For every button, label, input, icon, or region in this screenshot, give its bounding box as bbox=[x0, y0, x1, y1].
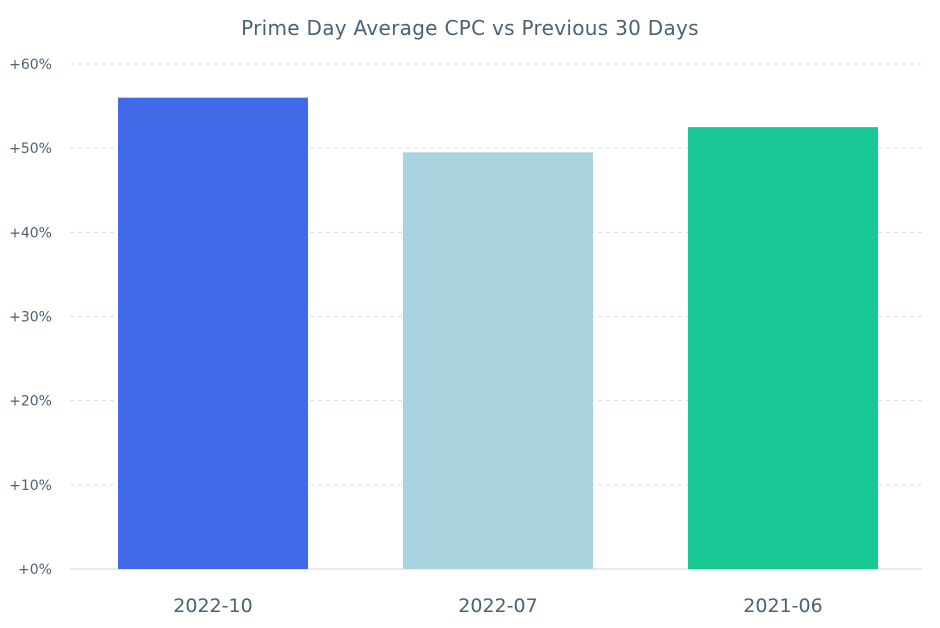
y-tick-label: +0% bbox=[18, 562, 52, 578]
y-tick-label: +40% bbox=[9, 225, 52, 241]
x-tick-label: 2022-07 bbox=[458, 595, 537, 617]
bars bbox=[118, 97, 878, 570]
y-axis-ticks: +0% +10% +20% +30% +40% +50% +60% bbox=[9, 57, 52, 578]
x-axis-ticks: 2022-10 2022-07 2021-06 bbox=[173, 595, 822, 617]
y-tick-label: +60% bbox=[9, 57, 52, 73]
y-tick-label: +30% bbox=[9, 310, 52, 326]
chart-title: Prime Day Average CPC vs Previous 30 Day… bbox=[241, 16, 699, 40]
bar-2022-07 bbox=[403, 152, 593, 569]
x-tick-label: 2021-06 bbox=[743, 595, 822, 617]
x-tick-label: 2022-10 bbox=[173, 595, 252, 617]
y-tick-label: +20% bbox=[9, 394, 52, 410]
y-tick-label: +50% bbox=[9, 141, 52, 157]
y-tick-label: +10% bbox=[9, 478, 52, 494]
bar-2022-10 bbox=[118, 97, 308, 570]
bar-2021-06 bbox=[688, 127, 878, 569]
